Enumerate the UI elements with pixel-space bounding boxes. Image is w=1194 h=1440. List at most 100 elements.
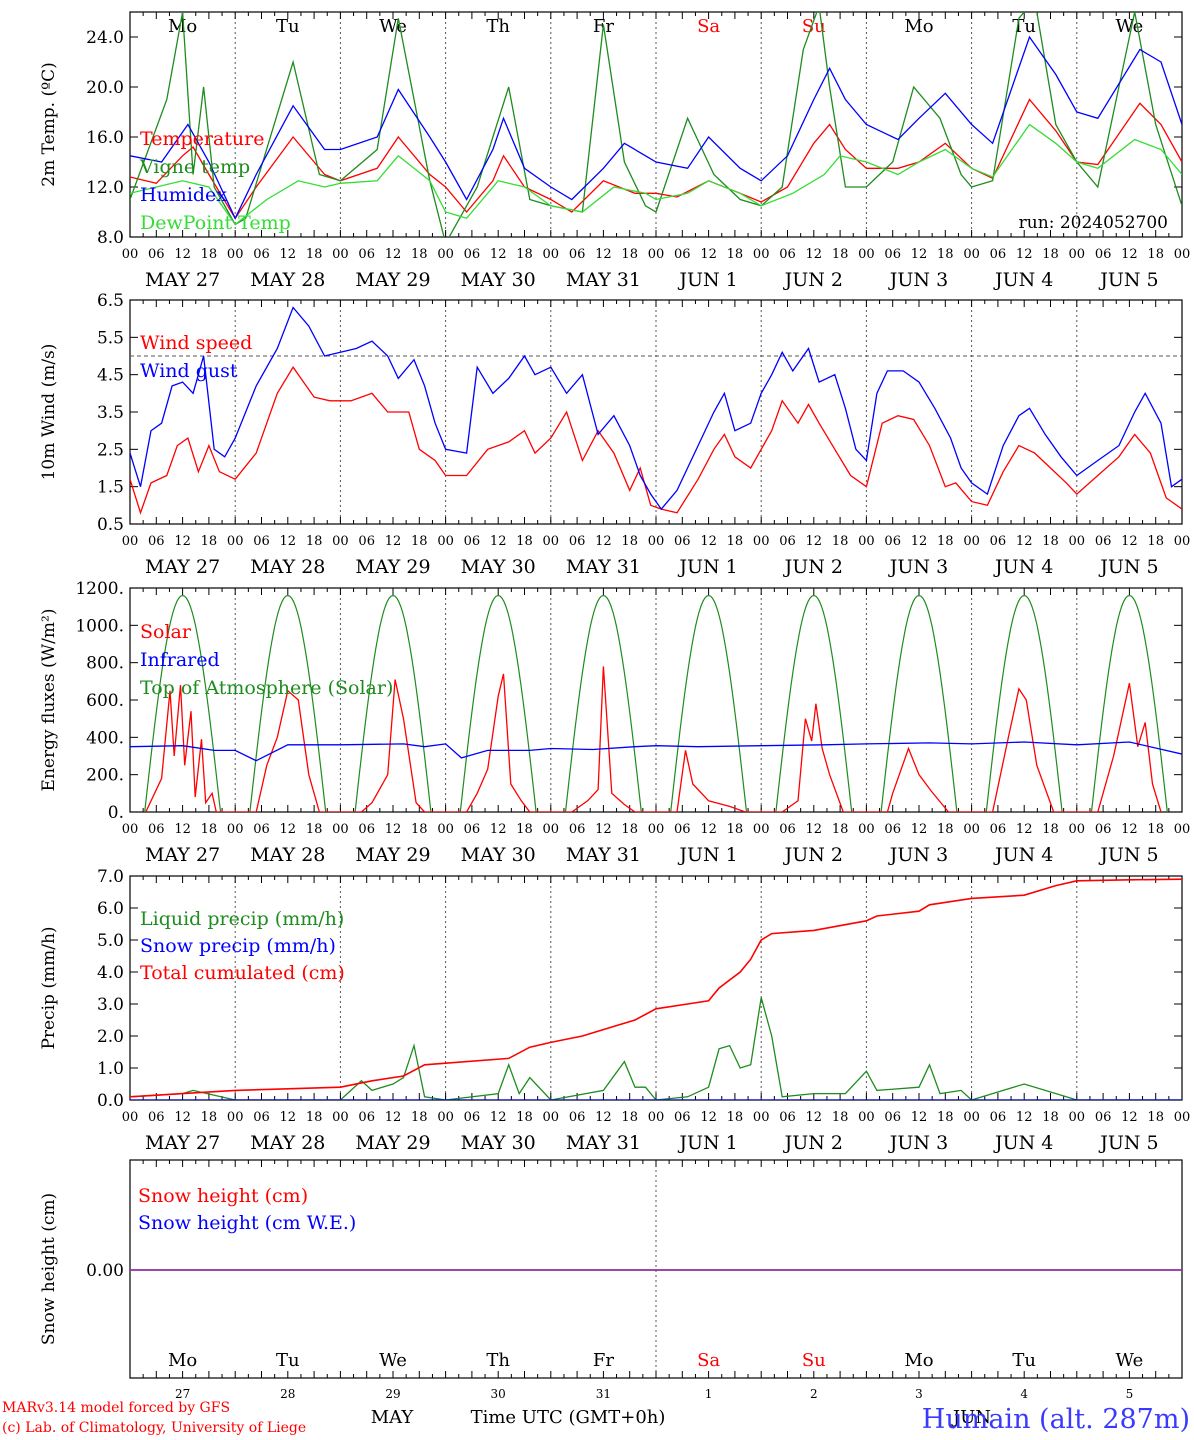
hour-tick-label: 00 <box>963 1110 980 1125</box>
hour-tick-label: 12 <box>595 247 612 262</box>
hour-tick-label: 06 <box>253 1110 270 1125</box>
hour-tick-label: 18 <box>306 534 323 549</box>
weekday-label: We <box>1116 1350 1144 1371</box>
y-tick-label: 7.0 <box>97 867 124 887</box>
legend-entry: Humidex <box>140 184 227 206</box>
hour-tick-label: 12 <box>595 822 612 837</box>
y-tick-label: 1000. <box>75 616 124 636</box>
date-label: MAY 29 <box>355 844 430 866</box>
date-label: JUN 3 <box>888 1132 948 1154</box>
hour-tick-label: 06 <box>990 534 1007 549</box>
weekday-label: Mo <box>168 16 197 37</box>
y-axis-title: 2m Temp. (ºC) <box>39 62 59 187</box>
hour-tick-label: 18 <box>411 822 428 837</box>
series-line-0 <box>130 997 1182 1100</box>
hour-tick-label: 06 <box>569 822 586 837</box>
legend-entry: Total cumulated (cm) <box>140 962 345 984</box>
hour-tick-label: 06 <box>464 1110 481 1125</box>
hour-tick-label: 18 <box>411 534 428 549</box>
hour-tick-label: 00 <box>1174 1110 1191 1125</box>
hour-tick-label: 00 <box>963 822 980 837</box>
hour-tick-label: 00 <box>332 822 349 837</box>
hour-tick-label: 18 <box>621 534 638 549</box>
y-tick-label: 6.0 <box>97 899 124 919</box>
hour-tick-label: 18 <box>832 247 849 262</box>
hour-tick-label: 18 <box>1147 822 1164 837</box>
y-tick-label: 2.0 <box>97 1027 124 1047</box>
hour-tick-label: 18 <box>727 247 744 262</box>
hour-tick-label: 06 <box>148 1110 165 1125</box>
date-label: MAY 28 <box>250 1132 325 1154</box>
hour-tick-label: 12 <box>700 247 717 262</box>
hour-tick-label: 06 <box>674 247 691 262</box>
hour-tick-label: 06 <box>148 822 165 837</box>
hour-tick-label: 18 <box>306 1110 323 1125</box>
legend-entry: Vigne temp <box>139 156 250 178</box>
hour-tick-label: 00 <box>753 247 770 262</box>
hour-tick-label: 12 <box>1016 247 1033 262</box>
credit-line-2: (c) Lab. of Climatology, University of L… <box>2 1420 306 1436</box>
hour-tick-label: 00 <box>122 247 139 262</box>
date-label: MAY 30 <box>461 269 536 291</box>
hour-tick-label: 00 <box>858 534 875 549</box>
weekday-label: Sa <box>697 16 720 37</box>
hour-tick-label: 12 <box>700 534 717 549</box>
date-label: JUN 1 <box>677 844 737 866</box>
y-axis-title: 10m Wind (m/s) <box>39 344 59 481</box>
location-label: Humain (alt. 287m) <box>922 1404 1190 1435</box>
hour-tick-label: 06 <box>358 1110 375 1125</box>
y-tick-label: 600. <box>86 691 124 711</box>
hour-tick-label: 18 <box>306 822 323 837</box>
hour-tick-label: 00 <box>1069 822 1086 837</box>
hour-tick-label: 00 <box>227 534 244 549</box>
day-number-label: 2 <box>810 1387 818 1401</box>
hour-tick-label: 18 <box>832 822 849 837</box>
series-group <box>130 878 1182 1100</box>
day-number-label: 5 <box>1126 1387 1134 1401</box>
run-label: run: 2024052700 <box>1019 213 1168 233</box>
hour-tick-label: 06 <box>884 247 901 262</box>
hour-tick-label: 00 <box>543 534 560 549</box>
hour-tick-label: 18 <box>1042 822 1059 837</box>
hour-tick-label: 00 <box>753 534 770 549</box>
hour-tick-label: 12 <box>385 534 402 549</box>
hour-tick-label: 06 <box>990 247 1007 262</box>
y-tick-label: 6.5 <box>97 291 124 311</box>
hour-tick-label: 12 <box>1016 534 1033 549</box>
panel-2: 0.5 1.5 2.5 3.5 4.5 5.5 6.5 10m Wind (m/s) 00 06 1… <box>39 291 1190 578</box>
hour-tick-label: 12 <box>490 247 507 262</box>
legend-entry: Snow precip (mm/h) <box>140 935 336 957</box>
hour-tick-label: 00 <box>227 247 244 262</box>
date-label: JUN 4 <box>993 556 1053 578</box>
date-label: MAY 31 <box>566 1132 641 1154</box>
hour-tick-label: 18 <box>1042 534 1059 549</box>
hour-tick-label: 00 <box>122 1110 139 1125</box>
series-line-1 <box>130 12 1182 237</box>
weekday-label: Tu <box>276 16 300 37</box>
date-label: JUN 4 <box>993 269 1053 291</box>
legend-entry: Wind gust <box>140 360 238 382</box>
hour-tick-label: 00 <box>1174 247 1191 262</box>
hour-tick-label: 00 <box>122 822 139 837</box>
hour-tick-label: 12 <box>280 1110 297 1125</box>
hour-tick-label: 06 <box>569 1110 586 1125</box>
hour-tick-label: 06 <box>779 822 796 837</box>
hour-tick-label: 18 <box>516 822 533 837</box>
date-label: JUN 2 <box>783 844 843 866</box>
y-tick-label: 3.0 <box>97 995 124 1015</box>
series-line-toa <box>144 594 1168 812</box>
credit-line-1: MARv3.14 model forced by GFS <box>2 1400 230 1416</box>
hour-tick-label: 00 <box>332 534 349 549</box>
date-label: MAY 28 <box>250 844 325 866</box>
y-tick-label: 12.0 <box>86 178 124 198</box>
y-tick-label: 2.5 <box>97 440 124 460</box>
hour-tick-label: 00 <box>648 1110 665 1125</box>
weekday-label: Sa <box>697 1350 720 1371</box>
y-tick-label: 1.0 <box>97 1059 124 1079</box>
y-tick-label: 8.0 <box>97 228 124 248</box>
hour-tick-label: 12 <box>911 534 928 549</box>
legend-entry: Solar <box>140 621 192 643</box>
date-label: JUN 4 <box>993 1132 1053 1154</box>
legend-entry: Snow height (cm W.E.) <box>138 1212 356 1234</box>
hour-tick-label: 06 <box>1095 534 1112 549</box>
